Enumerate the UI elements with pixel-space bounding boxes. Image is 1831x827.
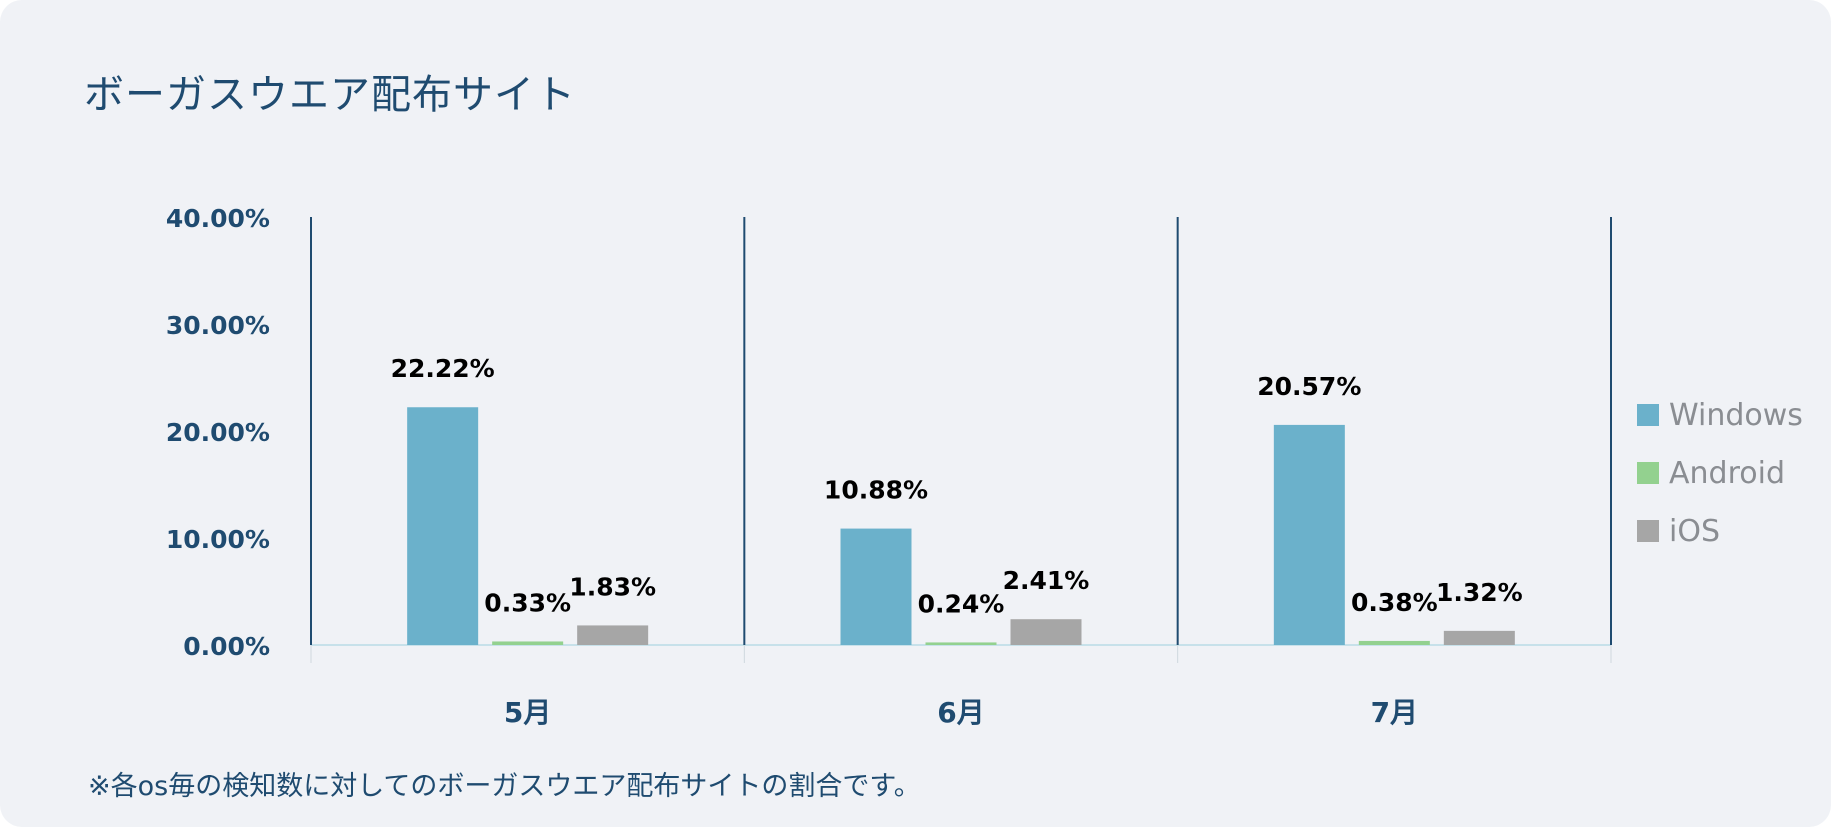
bar-android — [1358, 640, 1430, 645]
data-label: 20.57% — [1257, 372, 1361, 401]
legend: Windows Android iOS — [1637, 386, 1803, 560]
legend-label: Android — [1669, 455, 1785, 491]
x-category-label: 7月 — [1371, 696, 1418, 729]
legend-item-windows: Windows — [1637, 386, 1803, 444]
data-label: 0.24% — [918, 589, 1005, 618]
bar-windows — [407, 407, 479, 645]
bar-windows — [1273, 424, 1345, 645]
bar-windows — [840, 528, 912, 645]
bar-ios — [1443, 630, 1515, 645]
data-label: 2.41% — [1003, 566, 1090, 595]
data-label: 0.33% — [484, 588, 571, 617]
legend-swatch — [1637, 462, 1659, 484]
legend-item-android: Android — [1637, 444, 1803, 502]
bar-ios — [1010, 619, 1082, 645]
y-tick-label: 0.00% — [183, 632, 270, 661]
y-tick-label: 10.00% — [166, 525, 270, 554]
bar-ios — [577, 625, 649, 645]
y-tick-label: 40.00% — [166, 204, 270, 233]
x-category-label: 5月 — [504, 696, 551, 729]
data-label: 1.32% — [1436, 578, 1523, 607]
legend-item-ios: iOS — [1637, 502, 1803, 560]
legend-swatch — [1637, 520, 1659, 542]
chart-title: ボーガスウエア配布サイト — [84, 72, 576, 118]
data-label: 0.38% — [1351, 588, 1438, 617]
data-label: 22.22% — [391, 354, 495, 383]
y-tick-label: 20.00% — [166, 418, 270, 447]
legend-label: iOS — [1669, 513, 1720, 549]
bar-android — [925, 642, 997, 645]
bar-android — [492, 641, 564, 645]
x-category-label: 6月 — [937, 696, 984, 729]
footnote: ※各os毎の検知数に対してのボーガスウエア配布サイトの割合です。 — [88, 771, 921, 802]
legend-label: Windows — [1669, 397, 1803, 433]
data-label: 1.83% — [569, 572, 656, 601]
data-label: 10.88% — [824, 476, 928, 505]
legend-swatch — [1637, 404, 1659, 426]
y-tick-label: 30.00% — [166, 311, 270, 340]
